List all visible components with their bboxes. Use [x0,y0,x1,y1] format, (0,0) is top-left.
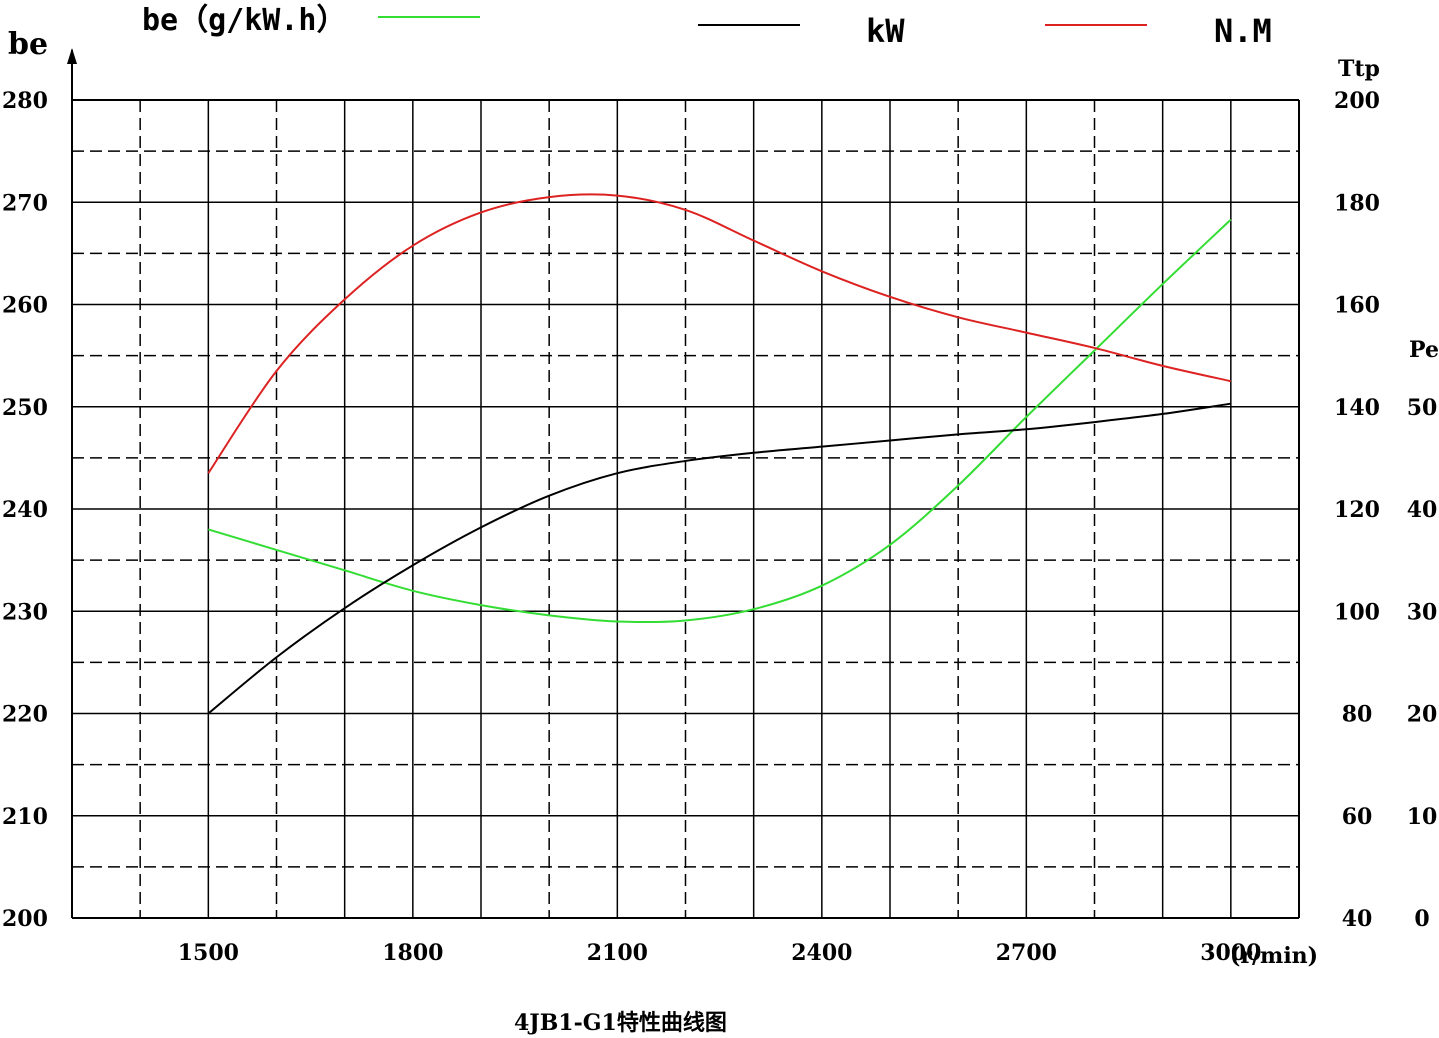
pe-tick-label: 10 [1407,804,1438,830]
pe-axis-title: Pe [1409,337,1439,363]
ttp-tick-label: 40 [1342,906,1373,932]
tick-labels: 1500 1800 2100 2400 2700 30002002102202302402… [2,88,1437,966]
axes [67,48,1300,919]
torque-nm-curve [207,193,1232,474]
be-tick-label: 220 [2,702,48,728]
be-tick-label: 250 [2,395,48,421]
be-tick-label: 280 [2,88,48,114]
ttp-tick-label: 120 [1334,497,1380,523]
pe-tick-label: 40 [1407,497,1438,523]
x-tick-label: 3000 [1200,940,1261,966]
legend-label: be（g/kW.h） [142,3,347,38]
ttp-tick-label: 80 [1342,702,1373,728]
x-tick-label: 1800 [382,940,443,966]
pe-tick-label: 50 [1407,395,1438,421]
be-tick-label: 260 [2,293,48,319]
pe-tick-label: 0 [1414,906,1429,932]
x-tick-label: 2400 [791,940,852,966]
ttp-tick-label: 100 [1334,599,1380,625]
be-tick-label: 200 [2,906,48,932]
ttp-tick-label: 60 [1342,804,1373,830]
chart-caption: 4JB1-G1特性曲线图 [514,1010,727,1036]
x-tick-label: 2700 [996,940,1057,966]
power-kw-curve [207,402,1231,715]
legend-label: kW [866,12,905,50]
x-tick-label: 1500 [178,940,239,966]
grid [72,99,1299,918]
be-tick-label: 240 [2,497,48,523]
series-lines [207,193,1232,715]
be-curve [208,218,1232,624]
be-tick-label: 210 [2,804,48,830]
be-tick-label: 270 [2,190,48,216]
ttp-tick-label: 180 [1334,190,1380,216]
ttp-tick-label: 160 [1334,293,1380,319]
y-axis-arrow [67,48,77,64]
ttp-tick-label: 140 [1334,395,1380,421]
legend: be（g/kW.h） kW N.M [142,3,1272,50]
legend-label: N.M [1214,12,1272,50]
ttp-axis-title: Ttp [1338,56,1380,82]
x-axis-unit: (r/min) [1230,943,1318,969]
left-axis-title: be [8,27,48,62]
ttp-tick-label: 200 [1334,88,1380,114]
be-tick-label: 230 [2,599,48,625]
pe-tick-label: 30 [1407,599,1438,625]
x-tick-label: 2100 [587,940,648,966]
pe-tick-label: 20 [1407,702,1438,728]
